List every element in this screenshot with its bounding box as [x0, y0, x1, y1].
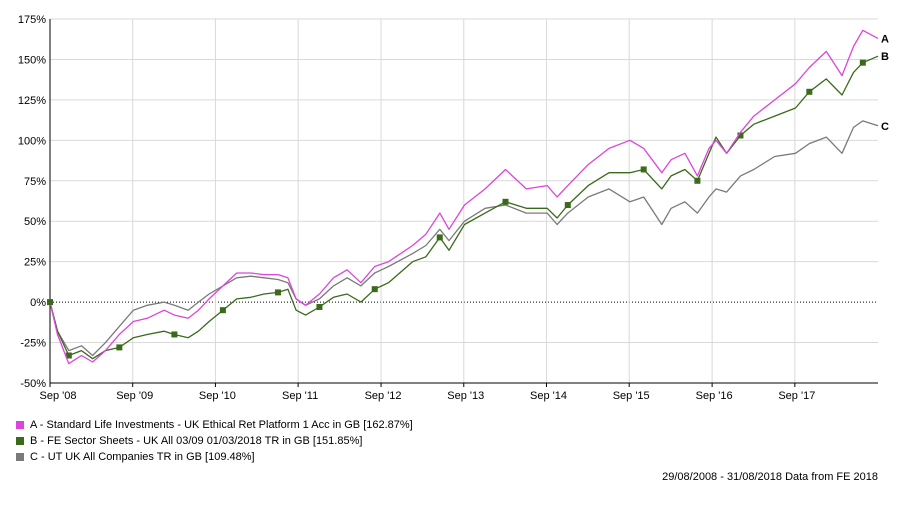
x-tick-label: Sep '17: [778, 390, 815, 402]
grid-lines: [50, 18, 878, 384]
legend-label-c: C - UT UK All Companies TR in GB [109.48…: [30, 451, 255, 463]
series-end-label-c: C: [881, 121, 889, 133]
y-tick-label: -50%: [20, 378, 46, 390]
x-tick-label: Sep '11: [282, 390, 318, 402]
x-tick-label: Sep '16: [696, 390, 733, 402]
series-b-marker: [806, 88, 813, 95]
series-b-marker: [219, 307, 226, 314]
axes: 175%150%125%100%75%50%25%0%-25%-50%Sep '…: [18, 14, 878, 402]
y-tick-label: 50%: [24, 216, 46, 228]
y-tick-label: 125%: [18, 95, 46, 107]
y-tick-label: 75%: [24, 176, 46, 188]
legend-item-c: C - UT UK All Companies TR in GB [109.48…: [16, 449, 413, 465]
legend-swatch-c: [16, 453, 24, 461]
legend: A - Standard Life Investments - UK Ethic…: [16, 417, 413, 465]
series-b-marker: [859, 59, 866, 66]
series-b-marker: [371, 286, 378, 293]
y-tick-label: 25%: [24, 257, 46, 269]
series-b-marker: [502, 198, 509, 205]
y-tick-label: -25%: [20, 338, 46, 350]
legend-swatch-a: [16, 421, 24, 429]
x-tick-label: Sep '15: [613, 390, 650, 402]
series-line-a: [49, 29, 879, 365]
legend-swatch-b: [16, 437, 24, 445]
legend-label-b: B - FE Sector Sheets - UK All 03/09 01/0…: [30, 435, 363, 447]
performance-line-chart: 175%150%125%100%75%50%25%0%-25%-50%Sep '…: [18, 14, 889, 402]
series-line-c: [49, 120, 879, 357]
y-tick-label: 150%: [18, 54, 46, 66]
series-b-marker: [640, 166, 647, 173]
y-tick-label: 0%: [30, 297, 46, 309]
date-range-footer: 29/08/2008 - 31/08/2018 Data from FE 201…: [662, 471, 878, 483]
series-b-marker: [274, 289, 281, 296]
series-b-marker: [171, 331, 178, 338]
series-b-marker: [564, 202, 571, 209]
legend-label-a: A - Standard Life Investments - UK Ethic…: [30, 419, 413, 431]
x-tick-label: Sep '09: [116, 390, 153, 402]
series-b-marker: [65, 352, 72, 359]
x-tick-label: Sep '13: [447, 390, 484, 402]
series-end-label-b: B: [881, 51, 889, 63]
series-lines: [47, 29, 879, 365]
series-b-marker: [116, 344, 123, 351]
y-tick-label: 175%: [18, 14, 46, 26]
series-b-marker: [47, 299, 53, 306]
series-b-marker: [737, 132, 744, 139]
series-b-marker: [436, 234, 443, 241]
series-b-marker: [694, 177, 701, 184]
x-tick-label: Sep '14: [530, 390, 567, 402]
series-end-label-a: A: [881, 33, 889, 45]
x-tick-label: Sep '08: [40, 390, 77, 402]
legend-item-b: B - FE Sector Sheets - UK All 03/09 01/0…: [16, 433, 413, 449]
legend-item-a: A - Standard Life Investments - UK Ethic…: [16, 417, 413, 433]
series-b-marker: [316, 303, 323, 310]
y-tick-label: 100%: [18, 135, 46, 147]
x-tick-label: Sep '10: [199, 390, 236, 402]
x-tick-label: Sep '12: [365, 390, 402, 402]
series-end-labels: C BA: [881, 33, 889, 132]
